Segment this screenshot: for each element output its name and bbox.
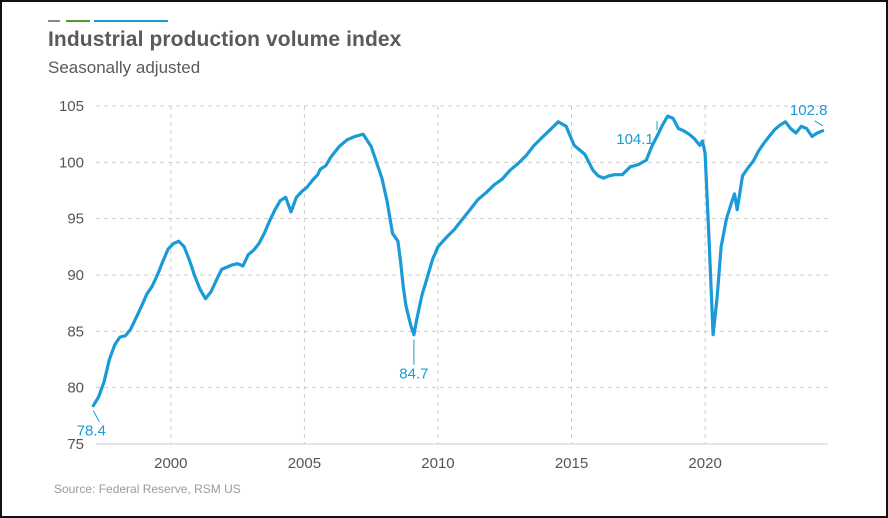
- annotation-label: 78.4: [77, 423, 106, 440]
- annotation-leader: [814, 120, 823, 127]
- x-tick-label: 2005: [288, 455, 321, 472]
- chart-title: Industrial production volume index: [48, 28, 402, 51]
- y-tick-label: 105: [59, 98, 84, 115]
- y-tick-label: 85: [67, 323, 84, 340]
- series-group: [91, 114, 825, 408]
- accent-bar-gray: [48, 20, 60, 22]
- y-tick-label: 100: [59, 154, 84, 171]
- y-tick-label: 80: [67, 380, 84, 397]
- chart-subtitle: Seasonally adjusted: [48, 58, 201, 77]
- y-axis-ticks: 75 80 85 90 95 100 105: [59, 98, 84, 453]
- source-note: Source: Federal Reserve, RSM US: [54, 482, 241, 496]
- annotation-leader: [92, 410, 100, 422]
- x-axis-ticks: 2000 2005 2010 2015 2020: [154, 455, 722, 472]
- y-tick-label: 95: [67, 211, 84, 228]
- accent-bar-green: [66, 20, 90, 22]
- x-tick-label: 2020: [688, 455, 721, 472]
- x-tick-label: 2010: [421, 455, 454, 472]
- annotation-label: 84.7: [399, 366, 428, 383]
- y-tick-label: 90: [67, 267, 84, 284]
- accent-bar-blue: [94, 20, 168, 22]
- x-tick-label: 2000: [154, 455, 187, 472]
- x-tick-label: 2015: [555, 455, 588, 472]
- annotations-group: 78.4 84.7 104.1 102.8: [77, 102, 828, 440]
- annotation-label: 102.8: [790, 102, 828, 119]
- y-tick-label: 75: [67, 436, 84, 453]
- series-line: [91, 114, 825, 408]
- annotation-label: 104.1: [616, 131, 654, 148]
